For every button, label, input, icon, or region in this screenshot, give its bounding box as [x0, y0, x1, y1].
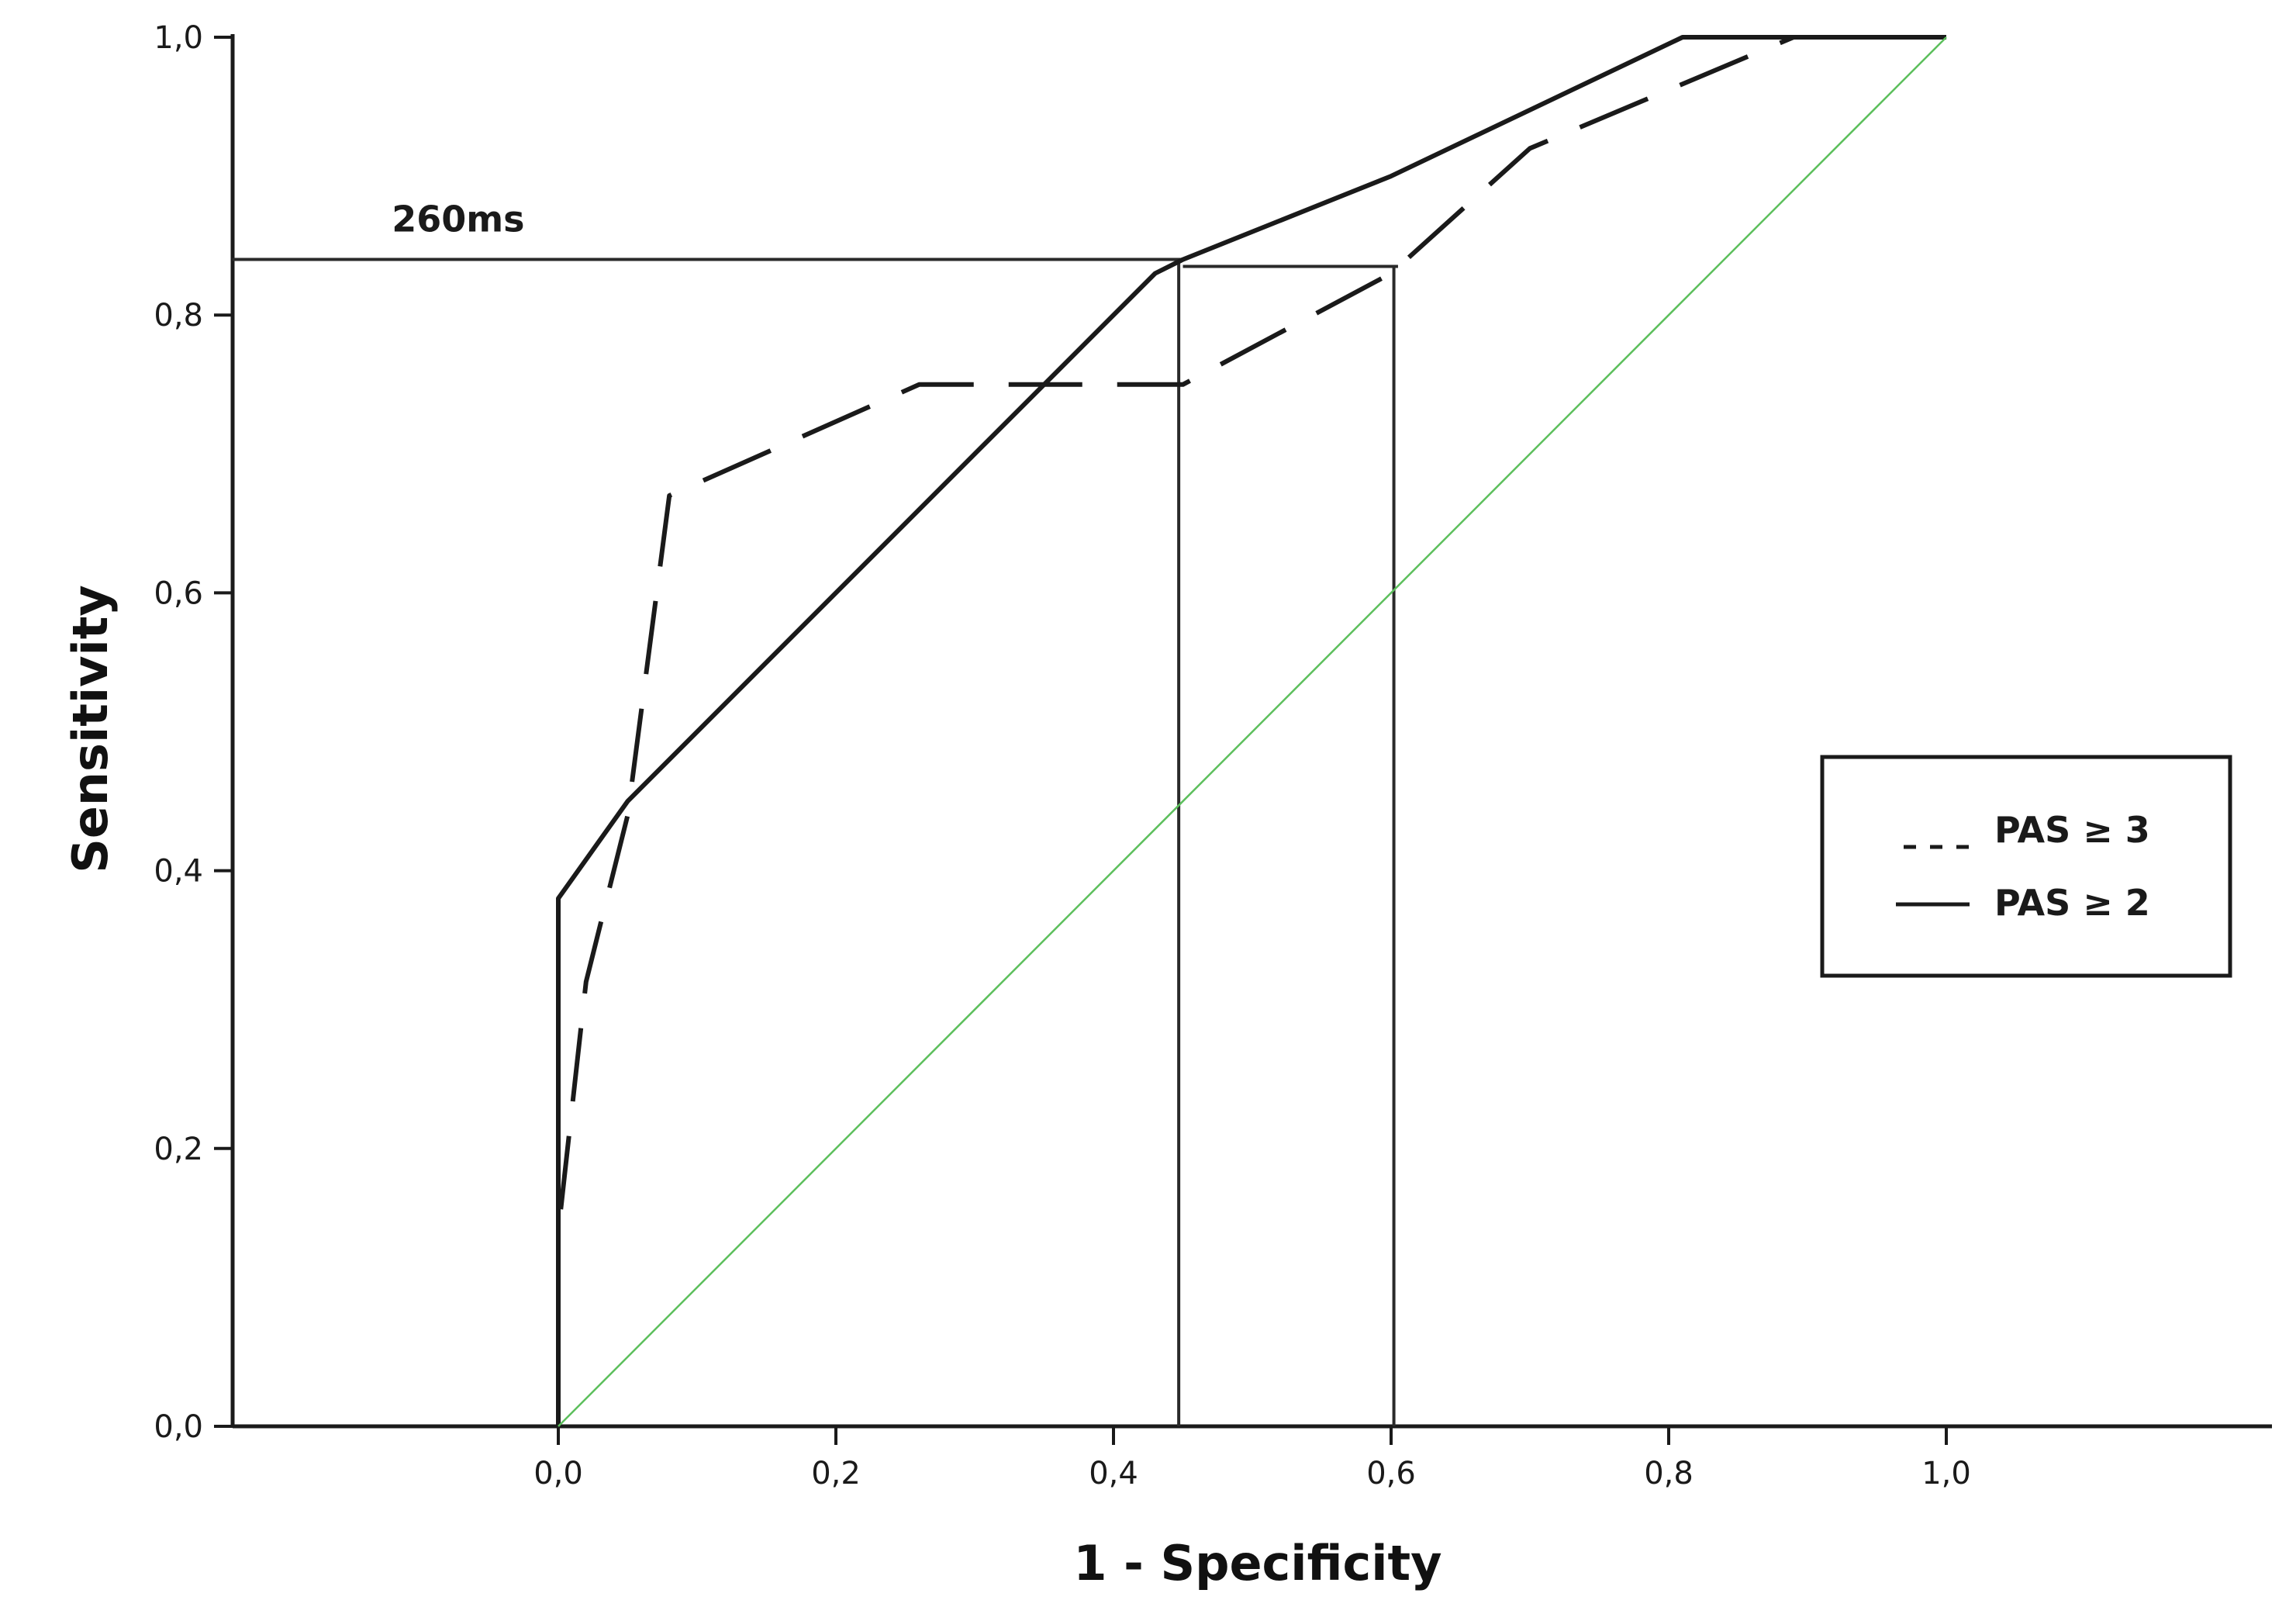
x-tick-label: 0,0	[533, 1456, 583, 1491]
reference-lines	[232, 257, 1398, 1426]
legend-label-pas3: PAS ≥ 3	[1994, 809, 2150, 851]
x-tick-label: 1,0	[1921, 1456, 1971, 1491]
x-tick-label: 0,2	[811, 1456, 861, 1491]
y-tick-label: 1,0	[154, 20, 203, 56]
x-tick-label: 0,6	[1366, 1456, 1416, 1491]
axes	[230, 34, 2272, 1429]
x-axis-ticks: 0,0 0,2 0,4 0,6 0,8 1,0	[533, 1426, 1971, 1491]
series-line-solid	[556, 35, 1946, 1426]
y-axis-title: Sensitivity	[62, 585, 119, 873]
annotation-260ms: 260ms	[392, 199, 524, 240]
legend: PAS ≥ 3 PAS ≥ 2	[1820, 755, 2232, 978]
legend-label-pas2: PAS ≥ 2	[1994, 882, 2150, 924]
y-tick-label: 0,4	[154, 854, 203, 890]
x-tick-label: 0,4	[1089, 1456, 1138, 1491]
x-axis-title: 1 - Specificity	[1073, 1535, 1441, 1592]
y-tick-label: 0,6	[154, 575, 203, 611]
y-tick-label: 0,2	[154, 1132, 203, 1167]
x-tick-label: 0,8	[1644, 1456, 1694, 1491]
y-tick-label: 0,0	[154, 1409, 203, 1445]
y-axis-ticks: 0,0 0,2 0,4 0,6 0,8 1,0	[154, 20, 233, 1445]
y-tick-label: 0,8	[154, 298, 203, 334]
legend-box	[1820, 755, 2232, 978]
series-line-reference	[558, 36, 1947, 1427]
series-line-dashed	[556, 35, 1946, 1426]
series-layer	[556, 35, 1947, 1427]
